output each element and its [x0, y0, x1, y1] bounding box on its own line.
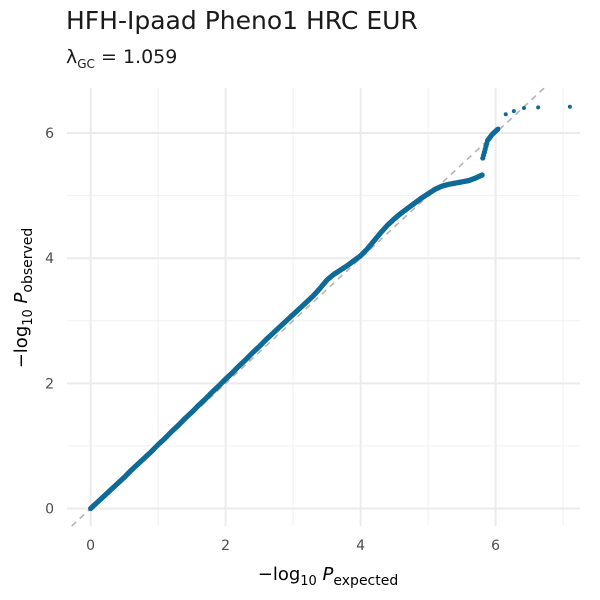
chart-subtitle: λGC = 1.059: [66, 46, 177, 71]
data-point: [567, 104, 572, 109]
subtitle-operator: =: [94, 46, 123, 68]
x-tick-label: 4: [356, 538, 365, 554]
x-tick-label: 6: [491, 538, 500, 554]
data-point: [496, 126, 501, 131]
x-tick-labels: 0 2 4 6: [86, 538, 500, 554]
y-tick-label: 0: [45, 501, 54, 517]
y-tick-label: 4: [45, 251, 54, 267]
data-point: [479, 172, 485, 178]
data-point: [511, 109, 516, 114]
lambda-value: 1.059: [122, 46, 178, 68]
data-point: [536, 105, 541, 110]
x-tick-label: 2: [221, 538, 230, 554]
y-tick-label: 6: [45, 126, 54, 142]
x-tick-label: 0: [86, 538, 95, 554]
x-axis-title: −log10 Pexpected: [258, 564, 399, 589]
data-points: [88, 104, 572, 512]
minor-gridlines: [67, 88, 580, 526]
y-tick-label: 2: [45, 376, 54, 392]
y-tick-labels: 0 2 4 6: [45, 126, 54, 517]
chart-title: HFH-Ipaad Pheno1 HRC EUR: [66, 6, 418, 35]
lambda-subscript: GC: [77, 56, 95, 71]
data-point: [521, 106, 526, 111]
y-axis-title: −log10 Pobserved: [11, 228, 36, 369]
reference-line: [71, 87, 545, 527]
data-point: [503, 112, 508, 117]
lambda-symbol: λ: [66, 46, 78, 68]
